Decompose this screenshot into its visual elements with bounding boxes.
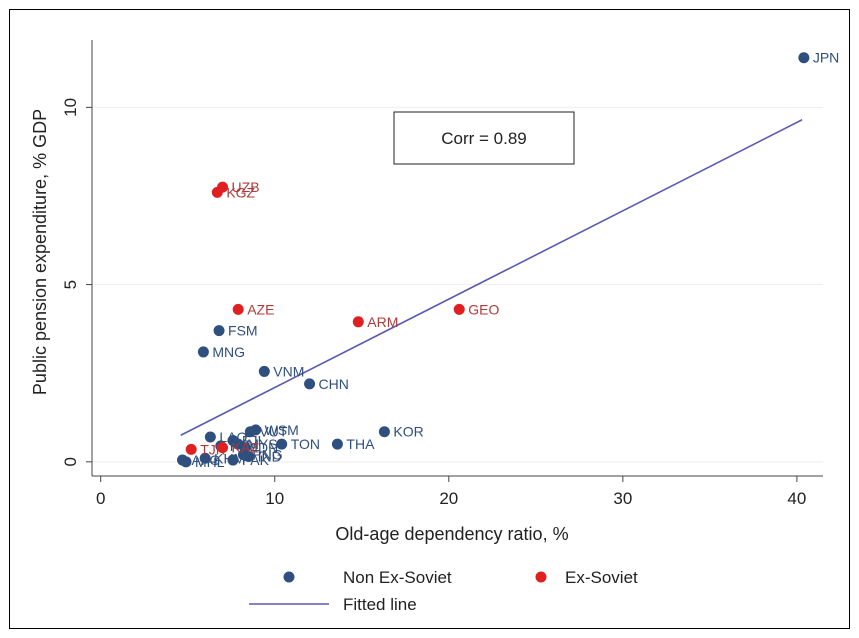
legend-label: Ex-Soviet	[565, 568, 638, 587]
x-tick-label: 10	[265, 489, 284, 508]
y-tick-label: 10	[61, 98, 80, 117]
data-point-tha	[332, 439, 343, 450]
data-point-aze	[233, 304, 244, 315]
x-axis-title: Old-age dependency ratio, %	[335, 524, 568, 544]
data-point-kor	[379, 426, 390, 437]
point-label-vnm: VNM	[273, 363, 304, 379]
point-label-chn: CHN	[319, 376, 349, 392]
data-point-arm	[353, 316, 364, 327]
x-tick-label: 40	[787, 489, 806, 508]
y-tick-label: 0	[61, 457, 80, 466]
plot-area	[92, 40, 823, 476]
data-point-jpn	[798, 52, 809, 63]
point-label-arm: ARM	[367, 314, 398, 330]
legend-marker	[284, 572, 295, 583]
data-point-fsm	[214, 325, 225, 336]
x-tick-label: 30	[613, 489, 632, 508]
x-tick-label: 0	[96, 489, 105, 508]
data-point-vnm	[259, 366, 270, 377]
point-label-kaz: KAZ	[232, 440, 260, 456]
x-tick-label: 20	[439, 489, 458, 508]
y-tick-label: 5	[61, 280, 80, 289]
annotation-group: Corr = 0.89	[394, 112, 574, 164]
point-label-jpn: JPN	[813, 50, 839, 66]
legend-marker	[536, 572, 547, 583]
data-point-kaz	[217, 442, 228, 453]
point-label-mng: MNG	[212, 344, 245, 360]
point-label-aze: AZE	[247, 301, 274, 317]
point-label-kor: KOR	[393, 424, 423, 440]
data-point-mhl	[180, 456, 191, 467]
point-label-kgz: KGZ	[226, 184, 255, 200]
point-label-tha: THA	[346, 436, 375, 452]
point-label-fsm: FSM	[228, 323, 258, 339]
correlation-text: Corr = 0.89	[441, 129, 527, 148]
legend: Non Ex-Soviet Ex-Soviet Fitted line	[249, 568, 638, 614]
legend-label: Non Ex-Soviet	[343, 568, 452, 587]
data-point-tjk	[186, 444, 197, 455]
data-point-chn	[304, 378, 315, 389]
data-point-geo	[454, 304, 465, 315]
data-point-kgz	[212, 187, 223, 198]
point-label-geo: GEO	[468, 301, 499, 317]
data-point-mng	[198, 346, 209, 357]
legend-label: Fitted line	[343, 595, 417, 614]
point-label-ton: TON	[291, 436, 320, 452]
y-axis-title: Public pension expenditure, % GDP	[30, 109, 50, 395]
